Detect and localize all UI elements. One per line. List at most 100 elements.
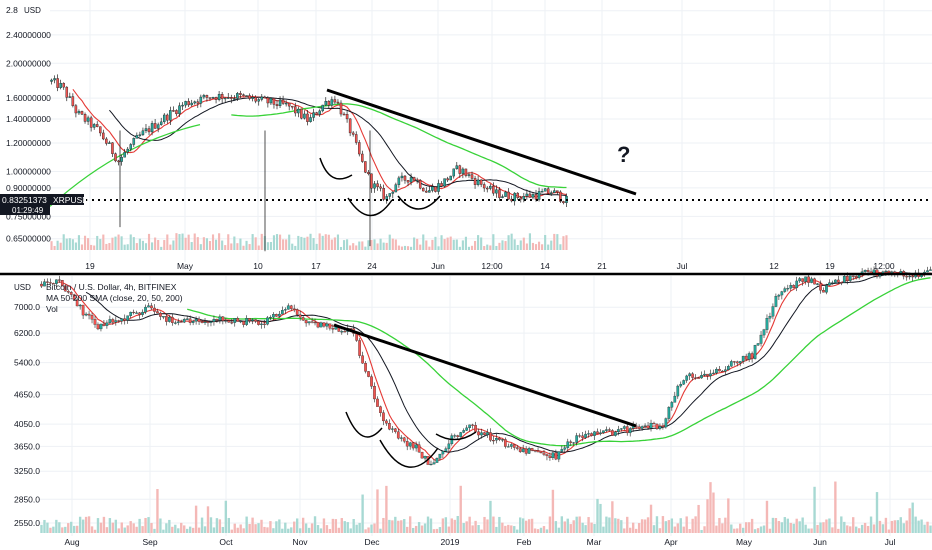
volume-bar (542, 526, 546, 533)
candle (248, 95, 251, 99)
candle (373, 386, 376, 400)
volume-bar (132, 523, 135, 533)
xrp-arc-3[interactable] (397, 195, 441, 210)
xrp-trendline[interactable] (326, 88, 637, 196)
y-tick-label: 4050.0 (14, 419, 40, 429)
volume-bar (208, 241, 212, 250)
volume-bar (649, 504, 653, 533)
btc-trendline[interactable] (333, 323, 637, 428)
candle (458, 165, 462, 174)
candle (397, 177, 401, 185)
candle (679, 384, 683, 387)
btc-arc-3[interactable] (435, 431, 477, 441)
volume-bar (391, 520, 394, 533)
volume-bar (854, 526, 858, 533)
candle (141, 130, 145, 135)
candle (774, 296, 778, 307)
candle (373, 183, 376, 189)
volume-bar (416, 238, 419, 250)
volume-bar (534, 244, 538, 250)
candle (75, 299, 79, 307)
volume-bar (419, 244, 422, 250)
volume-bar (908, 508, 911, 533)
volume-bar (397, 245, 400, 250)
x-tick-label: Apr (664, 537, 677, 547)
volume-bar (432, 529, 436, 533)
candle (65, 86, 69, 98)
candle (455, 165, 459, 170)
candle (230, 97, 233, 99)
volume-bar (304, 523, 308, 533)
candle (150, 123, 154, 133)
volume-bar (266, 242, 269, 250)
candle (483, 432, 486, 435)
candle (461, 168, 465, 174)
xrp-time-axis[interactable]: 19 May 10 17 24 Jun 12:00 14 21 Jul 12 19 12:00 (85, 261, 895, 271)
volume-bar (631, 522, 635, 533)
volume-bar (519, 517, 522, 533)
volume-bar (480, 529, 483, 533)
candle (703, 373, 706, 376)
xrp-arc-2[interactable] (347, 197, 393, 217)
candle (275, 314, 278, 317)
volume-bar (408, 516, 412, 533)
candle (205, 95, 209, 98)
candle (512, 444, 516, 448)
candle (92, 124, 96, 128)
volume-bar (245, 516, 248, 533)
volume-bar (126, 244, 129, 250)
xrp-price-axis[interactable]: 2.40000000 2.00000000 1.60000000 1.40000000… (6, 5, 51, 244)
candle (77, 111, 81, 114)
candle (563, 447, 567, 450)
candle (646, 425, 650, 429)
candle (476, 179, 480, 185)
volume-bar (489, 500, 492, 533)
volume-bar (266, 527, 269, 533)
volume-bar (191, 527, 195, 533)
xrp-arc-1[interactable] (319, 157, 353, 180)
y-tick-label: 1.40000000 (6, 114, 51, 124)
candle (428, 190, 431, 193)
candle (156, 124, 160, 129)
candle (68, 96, 72, 98)
volume-bar (413, 237, 416, 250)
btc-arc-2[interactable] (379, 439, 439, 468)
candle (409, 177, 413, 183)
volume-bar (804, 524, 807, 533)
volume-bar (254, 524, 257, 533)
candle (735, 361, 739, 364)
volume-bar (75, 525, 79, 533)
volume-bar (458, 246, 461, 250)
btc-title[interactable]: Bitcoin / U.S. Dollar, 4h, BITFINEX (46, 282, 177, 292)
candle (170, 316, 174, 323)
volume-bar (391, 238, 394, 250)
volume-bar (504, 525, 507, 533)
candle (712, 372, 715, 374)
candle (272, 314, 275, 318)
candle (417, 444, 421, 453)
volume-bar (352, 519, 355, 533)
candle (519, 197, 523, 200)
candle (446, 178, 449, 181)
volume-bar (287, 528, 290, 533)
btc-arc-1[interactable] (345, 411, 383, 438)
candle (162, 316, 165, 318)
volume-bar (426, 516, 430, 533)
volume-bar (575, 516, 578, 533)
volume-bar (528, 233, 531, 250)
candle (209, 321, 213, 323)
candle (429, 463, 433, 466)
candle (260, 96, 264, 100)
volume-bar (863, 522, 867, 533)
volume-bar (492, 234, 495, 250)
btc-volume-label[interactable]: Vol (46, 304, 58, 314)
candle (361, 153, 364, 162)
candle (278, 99, 282, 107)
btc-time-axis[interactable]: Aug Sep Oct Nov Dec 2019 Feb Mar Apr May Jun Jul (64, 537, 895, 547)
btc-price-axis[interactable]: 7000.0 6200.0 5400.0 4650.0 4050.0 3650.0 3250… (14, 302, 40, 528)
btc-indicator-label[interactable]: MA 50-200 SMA (close, 20, 50, 200) (46, 293, 183, 303)
volume-bar (498, 516, 501, 533)
volume-bar (172, 240, 175, 250)
candle (340, 331, 344, 333)
